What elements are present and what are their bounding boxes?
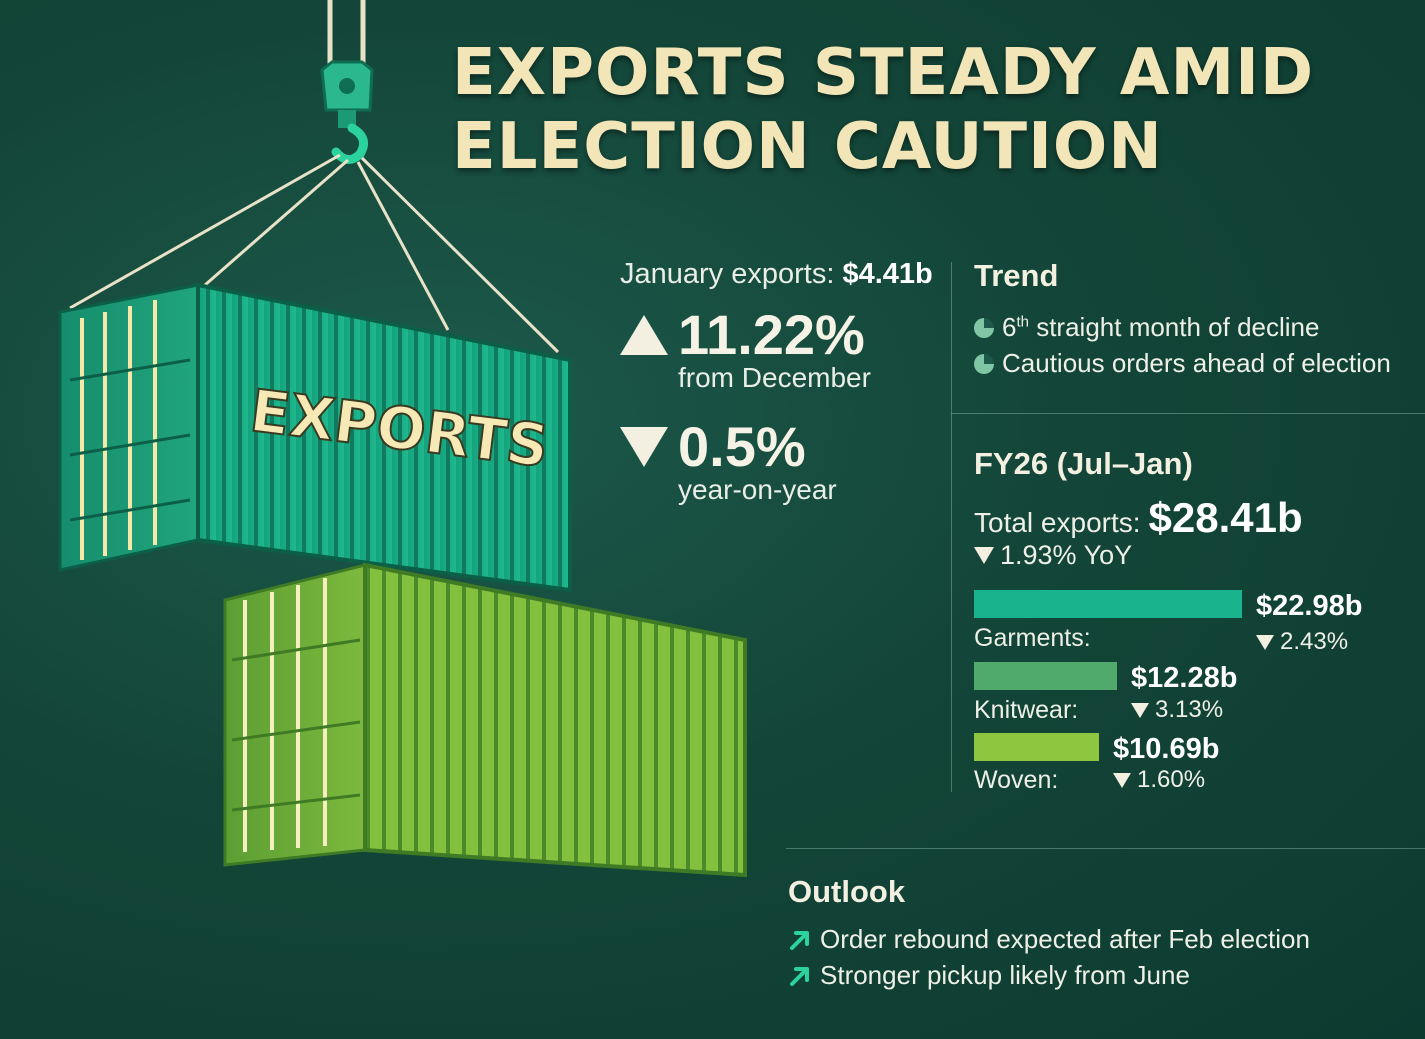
woven-bar bbox=[974, 733, 1099, 761]
knitwear-change-text: 3.13% bbox=[1155, 696, 1224, 723]
total-change: 1.93% YoY bbox=[974, 540, 1132, 571]
garments-bar bbox=[974, 590, 1242, 618]
woven-value: $10.69b bbox=[1113, 733, 1220, 765]
yoy-change-value: 0.5% bbox=[678, 415, 806, 478]
total-exports-label: Total exports: bbox=[974, 507, 1141, 538]
garments-change-text: 2.43% bbox=[1280, 628, 1349, 655]
yoy-change-row: 0.5% bbox=[620, 414, 806, 479]
fy26-heading: FY26 (Jul–Jan) bbox=[974, 446, 1193, 481]
total-change-text: 1.93% YoY bbox=[1000, 540, 1133, 570]
knitwear-value: $12.28b bbox=[1131, 662, 1238, 694]
up-triangle-icon bbox=[620, 314, 668, 355]
fy26-total-row: Total exports: $28.41b bbox=[974, 494, 1303, 542]
top-container: EXPORTS bbox=[58, 282, 572, 593]
trend-item-text: 6th straight month of decline bbox=[1002, 312, 1320, 342]
bottom-container bbox=[223, 562, 747, 878]
trend-item: 6th straight month of decline bbox=[974, 312, 1319, 343]
divider-trend-fy26 bbox=[951, 413, 1425, 414]
outlook-heading: Outlook bbox=[788, 874, 906, 909]
garments-value: $22.98b bbox=[1256, 590, 1363, 622]
crane-cable-icon bbox=[327, 0, 366, 72]
down-triangle-icon bbox=[1256, 634, 1274, 650]
divider-outlook bbox=[786, 848, 1425, 849]
down-triangle-icon bbox=[620, 426, 668, 467]
down-triangle-icon bbox=[1113, 772, 1131, 788]
january-label-text: January exports: bbox=[620, 258, 835, 290]
woven-change-text: 1.60% bbox=[1137, 766, 1206, 793]
woven-change: 1.60% bbox=[1113, 766, 1205, 794]
woven-label: Woven: bbox=[974, 766, 1059, 794]
outlook-item-text: Stronger pickup likely from June bbox=[820, 960, 1190, 990]
pie-chart-icon bbox=[974, 317, 994, 338]
vertical-divider bbox=[951, 262, 952, 792]
down-triangle-icon bbox=[974, 547, 994, 564]
outlook-item: Order rebound expected after Feb electio… bbox=[788, 924, 1310, 955]
garments-label: Garments: bbox=[974, 624, 1091, 652]
january-exports-label: January exports: $4.41b bbox=[620, 258, 933, 291]
crane-hook-icon bbox=[320, 60, 374, 164]
knitwear-bar bbox=[974, 662, 1117, 690]
trend-item: Cautious orders ahead of election bbox=[974, 348, 1391, 379]
outlook-item-text: Order rebound expected after Feb electio… bbox=[820, 924, 1310, 954]
mom-change-row: 11.22% bbox=[620, 302, 865, 367]
yoy-caption: year-on-year bbox=[678, 474, 837, 505]
title-line-1: EXPORTS STEADY AMID bbox=[452, 36, 1315, 110]
mom-change-value: 11.22% bbox=[678, 303, 865, 366]
garments-change: 2.43% bbox=[1256, 628, 1348, 656]
title-line-2: ELECTION CAUTION bbox=[452, 110, 1163, 184]
trend-item-text: Cautious orders ahead of election bbox=[1002, 348, 1391, 378]
trend-up-icon bbox=[790, 930, 809, 950]
outlook-item: Stronger pickup likely from June bbox=[788, 960, 1190, 991]
trend-up-icon bbox=[790, 966, 809, 986]
down-triangle-icon bbox=[1131, 702, 1149, 718]
knitwear-change: 3.13% bbox=[1131, 696, 1223, 724]
shipping-containers-illustration: EXPORTS bbox=[58, 0, 747, 878]
total-exports-value: $28.41b bbox=[1148, 494, 1303, 541]
rigging-lines bbox=[69, 153, 560, 354]
pie-chart-icon bbox=[974, 353, 994, 374]
january-value: $4.41b bbox=[842, 258, 933, 290]
trend-heading: Trend bbox=[974, 258, 1059, 293]
mom-caption: from December bbox=[678, 362, 871, 393]
page-title: EXPORTS STEADY AMID ELECTION CAUTION bbox=[452, 36, 1412, 184]
knitwear-label: Knitwear: bbox=[974, 696, 1079, 724]
